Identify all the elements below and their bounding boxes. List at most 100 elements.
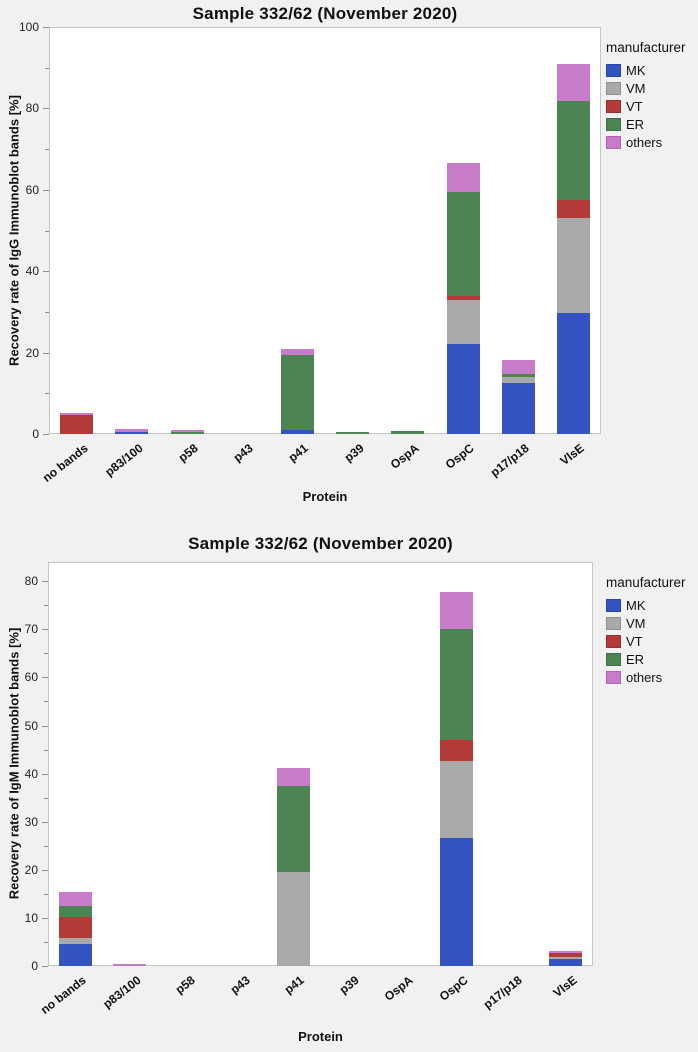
bar-segment-ospc-others[interactable] [440, 591, 474, 630]
bar-segment-p41-MK[interactable] [280, 429, 314, 434]
bar-segment-ospa-ER[interactable] [391, 431, 425, 434]
y-tick-label: 40 [24, 766, 38, 781]
bar-segment-vlse-VT[interactable] [556, 200, 590, 218]
bar-segment-no-bands-others[interactable] [58, 892, 92, 907]
bar-segment-p41-ER[interactable] [276, 786, 310, 872]
legend-label: ER [626, 651, 645, 667]
bar-segment-p83-100-MK[interactable] [115, 431, 149, 434]
legend-item-others[interactable]: others [606, 133, 686, 151]
bar-segment-p17-p18-MK[interactable] [501, 383, 535, 434]
bar-segment-no-bands-others[interactable] [60, 412, 94, 415]
plot-area [48, 562, 593, 966]
bar-segment-ospc-ER[interactable] [440, 629, 474, 740]
legend-item-vm[interactable]: VM [606, 79, 686, 97]
x-tick-label-no-bands: no bands [38, 973, 89, 1017]
legend-item-vt[interactable]: VT [606, 97, 686, 115]
y-tick-label: 50 [24, 718, 38, 733]
bar-segment-ospc-MK[interactable] [440, 837, 474, 966]
x-tick-label-ospc: OspC [436, 973, 471, 1004]
bar-segment-vlse-ER[interactable] [556, 101, 590, 201]
y-major-tick [43, 189, 49, 191]
bar-segment-vlse-VT[interactable] [549, 953, 583, 958]
legend-label: others [626, 669, 663, 685]
legend-swatch-er [606, 117, 621, 131]
y-tick-label: 10 [24, 910, 38, 925]
legend-label: ER [626, 116, 645, 132]
legend-label: MK [626, 62, 646, 78]
y-minor-tick [44, 605, 48, 607]
bar-segment-p41-others[interactable] [280, 349, 314, 356]
bar-segment-p17-p18-VM[interactable] [501, 376, 535, 384]
legend-label: VT [626, 633, 643, 649]
y-major-tick [42, 966, 48, 967]
bar-segment-ospc-VM[interactable] [446, 299, 480, 344]
legend-label: VM [626, 615, 646, 631]
bar-segment-ospc-ER[interactable] [446, 191, 480, 297]
legend-item-mk[interactable]: MK [606, 596, 686, 614]
y-tick-label: 80 [24, 574, 38, 589]
legend-label: VM [626, 80, 646, 96]
legend-item-others[interactable]: others [606, 668, 686, 686]
x-tick-label-ospa: OspA [387, 441, 422, 472]
y-axis-label: Recovery rate of IgG Immunoblot bands [%… [6, 94, 22, 366]
legend-item-vt[interactable]: VT [606, 632, 686, 650]
bar-segment-vlse-MK[interactable] [549, 958, 583, 966]
bar-segment-vlse-MK[interactable] [556, 312, 590, 434]
y-major-tick [42, 725, 48, 727]
bar-segment-p39-ER[interactable] [336, 431, 370, 434]
legend-item-vm[interactable]: VM [606, 614, 686, 632]
legend-label: others [626, 134, 663, 150]
legend-item-er[interactable]: ER [606, 115, 686, 133]
bar-segment-ospc-VT[interactable] [440, 739, 474, 761]
bar-segment-p83-100-others[interactable] [113, 964, 147, 966]
bar-segment-p58-others[interactable] [170, 429, 204, 432]
bar-segment-vlse-VM[interactable] [549, 957, 583, 959]
y-minor-tick [45, 67, 49, 69]
y-tick-label: 70 [24, 622, 38, 637]
bar-segment-ospc-others[interactable] [446, 162, 480, 192]
bar-segment-p41-others[interactable] [276, 768, 310, 787]
bar-segment-no-bands-ER[interactable] [58, 906, 92, 917]
y-major-tick [42, 677, 48, 679]
x-axis-label: Protein [302, 489, 348, 504]
x-tick-label-p17-p18: p17/p18 [481, 973, 525, 1012]
y-major-tick [42, 629, 48, 631]
x-tick-label-p58: p58 [172, 973, 198, 997]
legend-swatch-mk [606, 63, 621, 77]
legend-swatch-vt [606, 99, 621, 113]
bar-segment-vlse-VM[interactable] [556, 217, 590, 313]
legend-label: MK [626, 597, 646, 613]
bar-segment-vlse-others[interactable] [549, 950, 583, 953]
y-major-tick [42, 917, 48, 919]
bar-segment-p41-ER[interactable] [280, 355, 314, 430]
x-tick-label-no-bands: no bands [39, 441, 91, 485]
bar-segment-no-bands-VM[interactable] [58, 938, 92, 944]
bar-segment-no-bands-VT[interactable] [60, 414, 94, 434]
legend-item-mk[interactable]: MK [606, 61, 686, 79]
x-tick-label-p83-100: p83/100 [102, 441, 146, 480]
legend-item-er[interactable]: ER [606, 650, 686, 668]
bar-segment-p58-ER[interactable] [170, 431, 204, 434]
legend: manufacturer MK VM VT ER others [606, 575, 686, 686]
bar-segment-vlse-others[interactable] [556, 63, 590, 102]
bar-segment-ospc-MK[interactable] [446, 343, 480, 434]
bar-segment-ospc-VT[interactable] [446, 296, 480, 300]
bar-segment-no-bands-MK[interactable] [58, 943, 92, 966]
y-tick-label: 80 [25, 101, 39, 116]
chart-title: Sample 332/62 (November 2020) [188, 534, 453, 553]
y-minor-tick [44, 749, 48, 751]
legend-swatch-mk [606, 598, 621, 612]
bar-segment-p83-100-others[interactable] [115, 429, 149, 432]
bar-segment-p41-VM[interactable] [276, 871, 310, 966]
bar-segment-no-bands-VT[interactable] [58, 916, 92, 939]
y-major-tick [43, 271, 49, 273]
y-major-tick [42, 821, 48, 823]
y-minor-tick [44, 845, 48, 847]
bar-segment-p17-p18-others[interactable] [501, 359, 535, 374]
y-tick-label: 60 [25, 182, 39, 197]
chart-title: Sample 332/62 (November 2020) [192, 4, 458, 23]
bar-segment-ospc-VM[interactable] [440, 760, 474, 838]
legend-label: VT [626, 98, 643, 114]
bar-segment-p17-p18-ER[interactable] [501, 373, 535, 377]
y-tick-label: 20 [25, 345, 39, 360]
